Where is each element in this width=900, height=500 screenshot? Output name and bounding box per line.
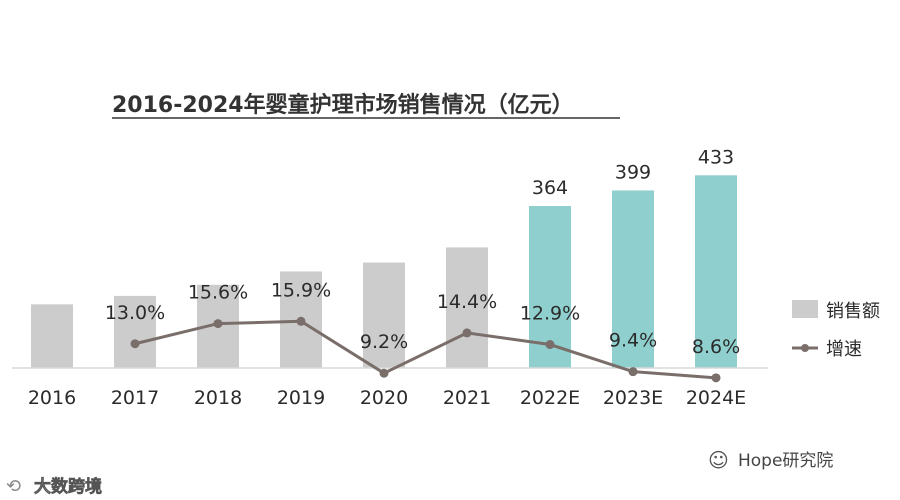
growth-label-2022E: 12.9% xyxy=(520,303,580,325)
wechat-logo-icon: ⟲ xyxy=(6,476,21,497)
value-labels: 364 399 433 13.0% 15.6% 15.9% 9.2% 14.4% 12.9% 9.… xyxy=(105,146,740,358)
growth-label-2023E: 9.4% xyxy=(609,330,657,352)
bar-value-label-2024E: 433 xyxy=(698,146,734,168)
watermark-right-text: Hope研究院 xyxy=(738,451,833,471)
growth-label-2019: 15.9% xyxy=(271,279,331,301)
watermark-left-text: 大数跨境 xyxy=(34,476,102,497)
legend-label-growth: 增速 xyxy=(826,339,862,360)
growth-point-2024E xyxy=(711,373,721,383)
legend-label-sales: 销售额 xyxy=(826,301,880,322)
bar-value-label-2022E: 364 xyxy=(532,177,568,199)
x-tick-label-2020: 2020 xyxy=(360,387,408,409)
bar-value-label-2023E: 399 xyxy=(615,161,651,183)
x-tick-label-2022E: 2022E xyxy=(520,387,580,409)
wechat-icon: ☺ xyxy=(708,448,729,472)
growth-line xyxy=(134,319,717,380)
chart-title: 2016-2024年婴童护理市场销售情况（亿元） xyxy=(112,92,574,118)
legend-swatch-sales xyxy=(792,300,818,318)
growth-point-2018 xyxy=(213,319,223,329)
x-tick-labels: 2016 2017 2018 2019 2020 2021 2022E 2023E 2024E xyxy=(28,387,746,409)
legend-swatch-growth-marker xyxy=(801,344,809,352)
x-tick-label-2023E: 2023E xyxy=(603,387,663,409)
growth-label-2018: 15.6% xyxy=(188,282,248,304)
bar-2020 xyxy=(363,262,405,368)
bar-2016 xyxy=(31,304,73,368)
bar-2017 xyxy=(114,295,156,368)
watermark-left: ⟲ 大数跨境 xyxy=(6,476,102,498)
growth-label-2017: 13.0% xyxy=(105,302,165,324)
growth-point-2017 xyxy=(130,339,140,349)
x-tick-label-2021: 2021 xyxy=(443,387,491,409)
bar-2023E xyxy=(612,190,654,368)
bar-2021 xyxy=(446,247,488,368)
growth-point-2023E xyxy=(628,367,638,377)
legend: 销售额 增速 xyxy=(792,300,880,360)
growth-point-2022E xyxy=(545,340,555,350)
bar-group xyxy=(31,175,737,368)
x-tick-label-2019: 2019 xyxy=(277,387,325,409)
growth-label-2021: 14.4% xyxy=(437,291,497,313)
growth-point-2020 xyxy=(379,368,389,378)
growth-line-group xyxy=(130,316,721,383)
x-tick-label-2018: 2018 xyxy=(194,387,242,409)
bar-2024E xyxy=(695,175,737,368)
growth-point-2019 xyxy=(296,316,306,326)
x-tick-label-2024E: 2024E xyxy=(686,387,746,409)
growth-label-2020: 9.2% xyxy=(360,331,408,353)
watermark-right: ☺ Hope研究院 xyxy=(708,448,833,472)
x-tick-label-2016: 2016 xyxy=(28,387,76,409)
x-tick-label-2017: 2017 xyxy=(111,387,159,409)
growth-label-2024E: 8.6% xyxy=(692,336,740,358)
growth-point-2021 xyxy=(462,328,472,338)
